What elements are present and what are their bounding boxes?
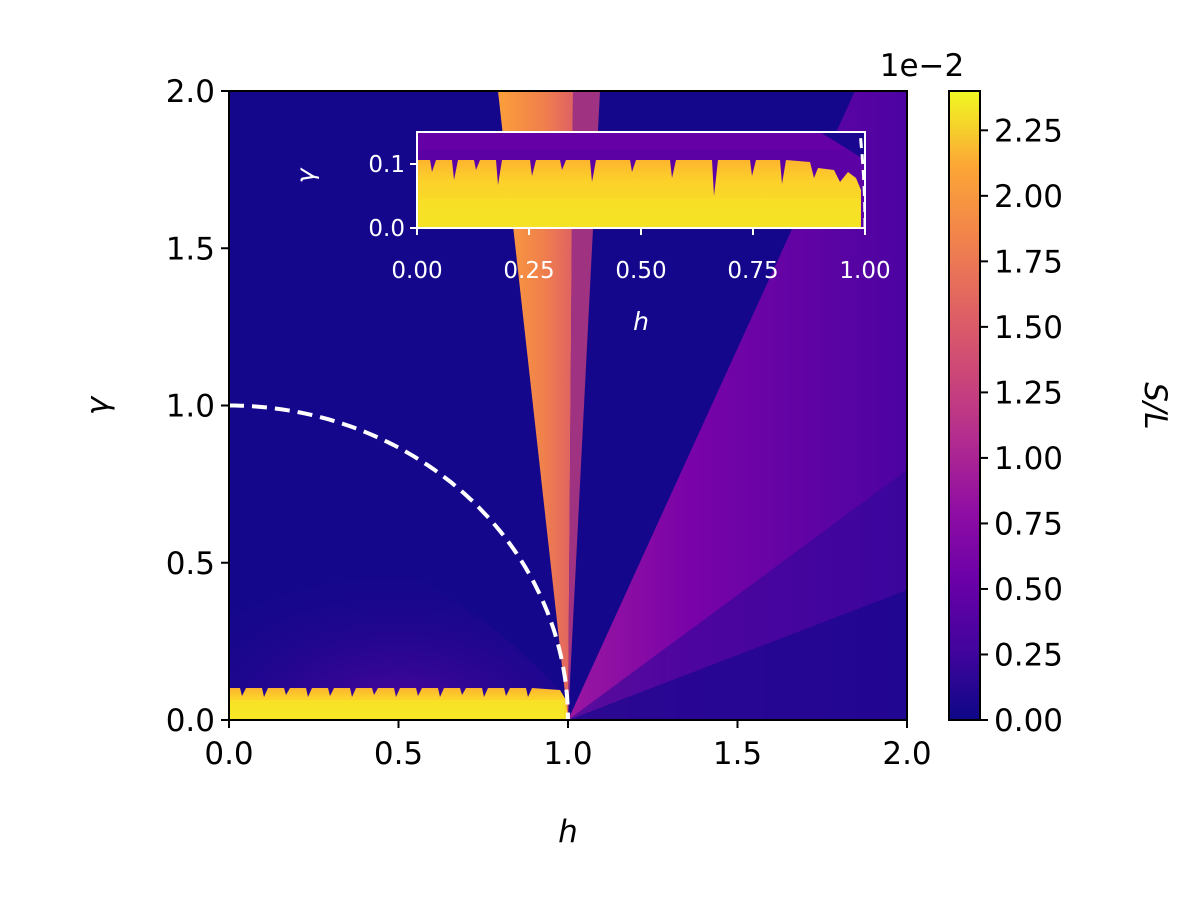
inset-x-tick-label: 1.00 — [839, 258, 890, 284]
main-y-tick-label: 1.0 — [166, 389, 215, 425]
main-y-axis-label: γ — [80, 395, 116, 415]
main-x-tick-label: 0.5 — [374, 736, 423, 772]
inset-y-tick-label: 0.0 — [368, 216, 405, 242]
main-x-axis-label: h — [558, 814, 578, 850]
main-x-tick-label: 1.5 — [713, 736, 762, 772]
colorbar-tick-label: 0.50 — [994, 572, 1063, 608]
inset-strip-core — [417, 198, 861, 222]
right-mid-band — [568, 470, 907, 720]
inset-x-tick-label: 0.75 — [727, 258, 778, 284]
colorbar-label: S/L — [1137, 382, 1173, 429]
critical-fan-edge — [568, 91, 600, 720]
critical-fan — [498, 91, 573, 720]
inset-x-axis: 0.00 0.25 0.50 0.75 1.00 — [391, 228, 891, 284]
inset-x-tick-label: 0.25 — [503, 258, 554, 284]
inner-glow-region — [229, 520, 568, 720]
inset-x-axis-label: h — [633, 307, 649, 336]
colorbar-axis: 0.00 0.25 0.50 0.75 1.00 1.25 1.50 1.75 2.00 2.25 — [980, 113, 1063, 739]
colorbar-tick-label: 1.25 — [994, 375, 1063, 411]
main-y-tick-label: 1.5 — [166, 231, 215, 267]
colorbar-multiplier: 1e−2 — [880, 48, 965, 84]
colorbar-tick-label: 1.75 — [994, 244, 1063, 280]
main-y-tick-label: 0.0 — [166, 703, 215, 739]
colorbar-tick-label: 0.75 — [994, 506, 1063, 542]
inset-y-axis-label: γ — [291, 167, 320, 183]
colorbar-tick-label: 1.50 — [994, 310, 1063, 346]
main-x-axis: 0.0 0.5 1.0 1.5 2.0 — [204, 720, 932, 772]
colorbar — [948, 90, 981, 721]
inset-heatmap — [417, 132, 865, 228]
critical-circle-dashed — [229, 403, 570, 720]
inset-top-band — [417, 132, 865, 150]
colorbar-tick-label: 1.00 — [994, 441, 1063, 477]
inset-y-axis: 0.0 0.1 — [368, 152, 417, 242]
main-y-tick-label: 2.0 — [166, 74, 215, 110]
main-x-tick-label: 0.0 — [204, 736, 253, 772]
colorbar-tick-label: 2.25 — [994, 113, 1063, 149]
inset-y-tick-label: 0.1 — [368, 152, 405, 178]
main-x-tick-label: 1.0 — [543, 736, 592, 772]
main-x-tick-label: 2.0 — [882, 736, 931, 772]
colorbar-tick-label: 0.00 — [994, 703, 1063, 739]
strip-highlight — [229, 700, 564, 718]
main-y-tick-label: 0.5 — [166, 546, 215, 582]
inset-dark-corner — [820, 132, 865, 160]
inset-strip — [417, 160, 861, 228]
colorbar-tick-label: 0.25 — [994, 637, 1063, 673]
colorbar-tick-label: 2.00 — [994, 179, 1063, 215]
inset-x-tick-label: 0.00 — [391, 258, 442, 284]
main-y-axis: 0.0 0.5 1.0 1.5 2.0 — [166, 74, 229, 739]
inset-x-tick-label: 0.50 — [615, 258, 666, 284]
